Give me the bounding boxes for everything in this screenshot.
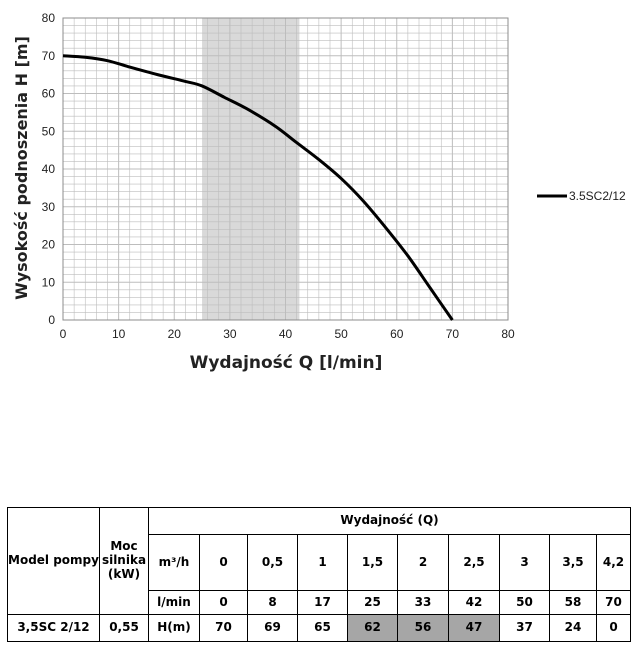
head-cell-highlighted: 47 — [448, 614, 500, 642]
m3h-cell: 2 — [397, 534, 449, 591]
x-tick-label: 50 — [334, 327, 348, 341]
head-cell: 0 — [595, 614, 632, 642]
y-tick-label: 70 — [42, 49, 56, 63]
y-tick-label: 10 — [42, 275, 56, 289]
head-cell-highlighted: 56 — [397, 614, 449, 642]
y-tick-label: 50 — [42, 124, 56, 138]
m3h-cell: 0,5 — [247, 534, 298, 591]
m3h-cell: 0 — [199, 534, 248, 591]
y-tick-label: 0 — [48, 313, 55, 327]
header-model: Model pompy — [7, 507, 100, 615]
x-tick-label: 10 — [112, 327, 126, 341]
lmin-cell: 17 — [297, 590, 348, 615]
lmin-cell: 42 — [448, 590, 500, 615]
x-tick-label: 40 — [279, 327, 293, 341]
y-tick-label: 40 — [42, 162, 56, 176]
lmin-cell: 70 — [595, 590, 632, 615]
head-cell: 37 — [499, 614, 550, 642]
y-tick-label: 20 — [42, 238, 56, 252]
motor-power: 0,55 — [99, 614, 149, 642]
y-axis-title: Wysokość podnoszenia H [m] — [12, 36, 31, 300]
head-cell: 70 — [199, 614, 248, 642]
plot-border — [62, 17, 509, 321]
x-tick-label: 0 — [60, 327, 67, 341]
m3h-cell: 1,5 — [347, 534, 398, 591]
y-tick-label: 30 — [42, 200, 56, 214]
lmin-cell: 25 — [347, 590, 398, 615]
lmin-cell: 58 — [549, 590, 597, 615]
x-tick-label: 60 — [390, 327, 404, 341]
header-flow: Wydajność (Q) — [147, 507, 632, 535]
x-axis-title: Wydajność Q [l/min] — [190, 353, 383, 373]
unit-m3h: m³/h — [148, 534, 200, 591]
legend-label: 3.5SC2/12 — [569, 189, 626, 203]
model-name: 3,5SC 2/12 — [7, 614, 100, 642]
m3h-cell: 3 — [499, 534, 550, 591]
lmin-cell: 50 — [499, 590, 550, 615]
x-tick-label: 30 — [223, 327, 237, 341]
x-tick-label: 20 — [168, 327, 182, 341]
m3h-cell: 4,2 — [595, 534, 632, 591]
x-tick-label: 80 — [501, 327, 515, 341]
pump-curve-chart: 0 10 20 30 40 50 60 70 80 0 10 20 30 40 50 60 70 80 Wydaj… — [12, 11, 626, 373]
lmin-cell: 0 — [199, 590, 248, 615]
m3h-cell: 1 — [297, 534, 348, 591]
head-cell: 24 — [549, 614, 597, 642]
head-cell-highlighted: 62 — [347, 614, 398, 642]
plot-area: 0 10 20 30 40 50 60 70 80 0 10 20 30 40 50 60 70 80 — [42, 11, 515, 341]
x-tick-label: 70 — [446, 327, 460, 341]
unit-lmin: l/min — [148, 590, 200, 615]
lmin-cell: 33 — [397, 590, 449, 615]
header-power: Moc silnika (kW) — [99, 507, 149, 615]
lmin-cell: 8 — [247, 590, 298, 615]
head-cell: 65 — [297, 614, 348, 642]
legend: 3.5SC2/12 — [537, 189, 626, 203]
m3h-cell: 2,5 — [448, 534, 500, 591]
y-tick-label: 60 — [42, 87, 56, 101]
head-cell: 69 — [247, 614, 298, 642]
y-tick-label: 80 — [42, 11, 56, 25]
performance-table: Model pompy Moc silnika (kW) Wydajność (… — [7, 507, 632, 642]
series-line — [62, 54, 454, 321]
unit-h: H(m) — [148, 614, 200, 642]
m3h-cell: 3,5 — [549, 534, 597, 591]
